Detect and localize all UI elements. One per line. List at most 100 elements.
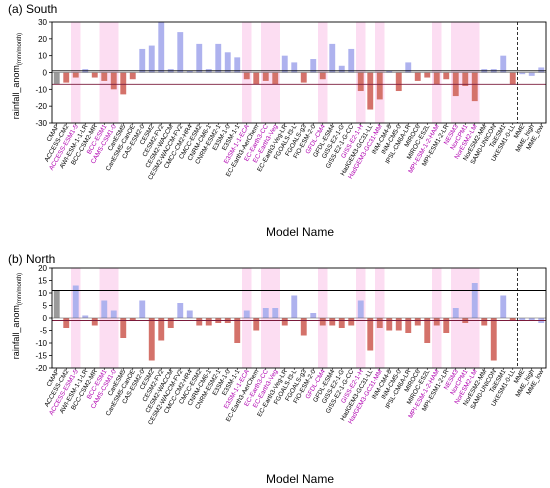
panel-north-bar-cmcc-esm2 (196, 318, 203, 326)
panel-north-ytick-label: -10 (35, 339, 47, 348)
panel-south-bar-ec-earth3-veg (272, 72, 279, 85)
panel-south-bar-cmap (53, 72, 60, 85)
panel-south-bar-e3sm-1-1 (234, 57, 241, 73)
panel-north-bar-giss-e2-1-h (357, 300, 364, 318)
panel-north-bar-cnrm-cm6-1 (205, 318, 212, 326)
panel-south-ytick-label: -30 (35, 119, 47, 128)
panel-south-bar-ipsl-cm6a-lr (405, 62, 412, 73)
panel-south-bar-giss-e2-1-g-cc (348, 48, 355, 73)
panel-north-bar-fio-esm-2-0 (310, 313, 317, 318)
panel-north-bar-cas-esm2-0 (139, 300, 146, 318)
panel-north-ytick-label: 10 (38, 289, 47, 298)
panel-north-bar-gfdl-cm4 (319, 318, 326, 326)
panel-north-bar-cmap (53, 290, 60, 318)
panel-south-bar-ukesm1-0-ll (509, 72, 516, 85)
panel-north-bar-cesm2-waccm-fv2 (177, 303, 184, 318)
panel-south-bar-giss-e2-1-g (338, 65, 345, 73)
panel-north: (b) North Model Name rainfall_anom(mm/mo… (8, 252, 547, 486)
panel-south-bar-norcpm1 (462, 72, 469, 86)
panel-south-bar-bcc-csm2-mr (91, 72, 98, 78)
panel-north-ytick-label: -5 (40, 327, 48, 336)
panel-north-bar-nesm3 (452, 308, 459, 318)
panel-south: (a) South Model Name rainfall_anom(mm/mo… (8, 2, 547, 239)
panel-south-ytick-label: 10 (38, 52, 47, 61)
panel-north-bar-mpi-esm-1-2-ham (433, 318, 440, 326)
panel-north-bar-giss-e2-1-g-cc (348, 318, 355, 326)
panel-south-bar-canesm5 (120, 72, 127, 95)
panel-north-bar-awi-esm-1-1-lr (82, 315, 89, 318)
panel-south-bar-access-cm2 (63, 72, 70, 83)
panel-south-bar-ec-earth3-cc (262, 72, 269, 81)
panel-north-bar-e3sm-1-1 (234, 318, 241, 343)
panel-south-bar-inm-cm4-8 (386, 70, 393, 73)
panel-north-ytick-label: 5 (43, 302, 48, 311)
panel-south-bar-hadgem3-gc31-ll (367, 72, 374, 110)
panel-north-xlabel: Model Name (266, 472, 334, 486)
panel-north-ytick-label: 15 (38, 277, 47, 286)
panel-north-bar-mpi-esm1-2-lr (443, 318, 450, 333)
panel-south-ytick-label: -20 (35, 102, 47, 111)
panel-north-bar-miroc6 (414, 318, 421, 326)
panel-south-bar-cmcc-cm2-hr4 (186, 70, 193, 73)
panel-south-ylabel-unit: (mm/month) (17, 33, 23, 65)
panel-north-bar-access-esm1-5 (72, 285, 79, 318)
panel-north-ytick-label: -20 (35, 364, 47, 373)
panel-south-ytick-label: 20 (38, 35, 47, 44)
panel-south-body: -30-20-100102030CMAPACCESS-CM2ACCESS-ESM… (35, 18, 547, 181)
panel-south-bar-gfdl-esm4 (329, 43, 336, 73)
panel-south-ytick-label: -10 (35, 85, 47, 94)
panel-south-bar-cesm2-fv2 (158, 22, 165, 73)
panel-north-bar-bcc-csm2-mr (91, 318, 98, 326)
panel-south-bar-mme (519, 72, 526, 75)
panel-north-bar-fgoals-f3-l (291, 295, 298, 318)
panel-north-bar-ukesm1-0-ll (509, 318, 516, 321)
panel-south-bar-ec-earth3-aerchem (253, 72, 260, 85)
panel-south-bar-cas-esm2-0 (139, 48, 146, 73)
panel-north-bar-inm-cm5-0 (395, 318, 402, 331)
panel-south-bar-mme-low (538, 67, 545, 73)
panel-south-bar-canesm5-canoe (129, 72, 136, 80)
panel-south-bar-e3sm-1-1-eca (243, 72, 250, 80)
panel-south-ytick-label: 30 (38, 18, 47, 27)
panel-north-bar-e3sm-1-1-eca (243, 310, 250, 318)
panel-north-bar-ec-earth3-veg-lr (281, 318, 288, 326)
panel-north-ylabel-main: rainfall_anom (11, 305, 21, 359)
panel-north-bar-cams-csm1-0 (110, 310, 117, 318)
panel-south-bar-fgoals-f3-l (291, 62, 298, 73)
panel-north-bar-fgoals-g3 (300, 318, 307, 336)
panel-north-ytick-label: -15 (35, 352, 47, 361)
panel-south-bar-cams-csm1-0 (110, 72, 117, 90)
panel-south-bar-mpi-esm-1-2-ham (433, 72, 440, 85)
panel-south-bar-access-esm1-5 (72, 72, 79, 78)
panel-south-bar-e3sm-1-0 (224, 52, 231, 73)
panel-north-bar-cesm2 (148, 318, 155, 361)
panel-south-bar-cnrm-esm2-1 (215, 43, 222, 73)
panel-north-ytick-label: 20 (38, 264, 47, 273)
panel-north-bar-cesm2-waccm (167, 318, 174, 328)
panel-south-xlabel: Model Name (266, 225, 334, 239)
panel-north-bar-canesm5 (120, 318, 127, 338)
panel-south-bar-gfdl-cm4 (319, 72, 326, 80)
panel-north-bar-noresm2-lm (471, 283, 478, 318)
panel-north-bar-cesm2-fv2 (158, 318, 165, 341)
panel-north-bar-taiesm1 (500, 295, 507, 318)
panel-north-bar-inm-cm4-8 (386, 318, 393, 331)
panel-north-bar-hadgem3-gc31-ll (367, 318, 374, 351)
panel-south-ylabel: rainfall_anom(mm/month) (11, 33, 23, 119)
panel-north-bar-mme-high (528, 318, 535, 321)
panel-north-bar-giss-e2-1-g (338, 318, 345, 328)
panel-south-bar-noresm2-lm (471, 72, 478, 102)
panel-south-bar-ec-earth3-veg-lr (281, 55, 288, 73)
panel-south-bar-miroc-es2l (424, 72, 431, 78)
panel-north-ytick-label: 0 (43, 314, 48, 323)
panel-north-bar-gfdl-esm4 (329, 318, 336, 326)
panel-north-bar-ec-earth3-cc (262, 308, 269, 318)
panel-north-bar-access-cm2 (63, 318, 70, 328)
panel-north-bar-noresm2-mm (481, 318, 488, 326)
panel-south-ytick-label: 0 (43, 69, 48, 78)
panel-north-bar-canesm5-canoe (129, 318, 136, 321)
panel-north-bar-miroc-es2l (424, 318, 431, 343)
panel-south-ylabel-main: rainfall_anom (11, 65, 21, 119)
panel-north-bar-hadgem3-gc31-mm (376, 318, 383, 328)
